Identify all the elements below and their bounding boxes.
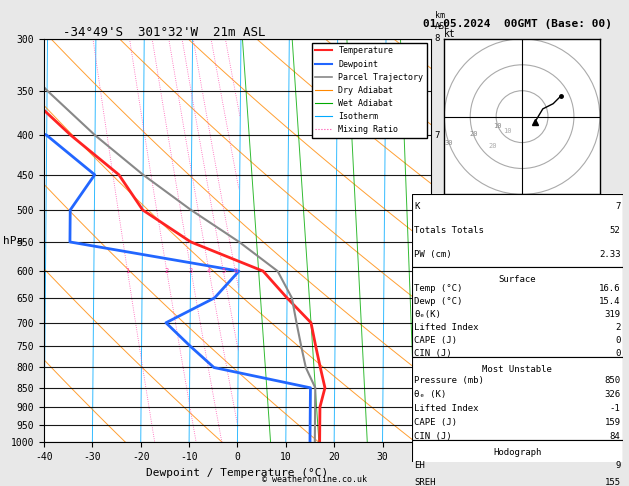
- Text: Most Unstable: Most Unstable: [482, 365, 552, 375]
- Text: Dewp (°C): Dewp (°C): [414, 297, 462, 306]
- Text: © weatheronline.co.uk: © weatheronline.co.uk: [262, 474, 367, 484]
- Text: |||: |||: [445, 294, 459, 302]
- Text: Lifted Index: Lifted Index: [414, 323, 479, 332]
- Text: |||: |||: [445, 318, 459, 327]
- Text: |||: |||: [445, 206, 459, 214]
- Text: CAPE (J): CAPE (J): [414, 418, 457, 427]
- Text: 4: 4: [207, 268, 211, 274]
- Bar: [412, 194, 623, 266]
- X-axis label: Dewpoint / Temperature (°C): Dewpoint / Temperature (°C): [147, 468, 328, 478]
- Text: LCL: LCL: [435, 438, 451, 447]
- Text: 319: 319: [604, 311, 621, 319]
- Text: 3: 3: [189, 268, 193, 274]
- Text: 8: 8: [435, 35, 440, 43]
- Text: kt: kt: [444, 29, 456, 39]
- Text: 155: 155: [604, 478, 621, 486]
- Text: Totals Totals: Totals Totals: [414, 226, 484, 235]
- Text: CAPE (J): CAPE (J): [414, 336, 457, 345]
- Text: 2: 2: [615, 323, 621, 332]
- Text: Mixing Ratio (g/kg): Mixing Ratio (g/kg): [457, 190, 466, 292]
- Text: 159: 159: [604, 418, 621, 427]
- Text: 326: 326: [604, 390, 621, 399]
- Text: 7: 7: [615, 202, 621, 211]
- Text: |||: |||: [445, 86, 459, 95]
- Text: hPa: hPa: [3, 236, 23, 245]
- Text: CIN (J): CIN (J): [414, 432, 452, 441]
- Text: -1: -1: [610, 404, 621, 413]
- Text: 850: 850: [604, 376, 621, 385]
- Text: K: K: [414, 202, 420, 211]
- Bar: [412, 358, 623, 440]
- Text: Pressure (mb): Pressure (mb): [414, 376, 484, 385]
- Text: 20: 20: [469, 131, 477, 138]
- Text: 6: 6: [233, 268, 237, 274]
- Text: |||: |||: [445, 383, 459, 392]
- Text: θₑ(K): θₑ(K): [414, 311, 441, 319]
- Text: 4: 4: [435, 267, 440, 276]
- Text: PW (cm): PW (cm): [414, 250, 452, 259]
- Text: 0: 0: [615, 336, 621, 345]
- Text: 16.6: 16.6: [599, 284, 621, 294]
- Text: |||: |||: [445, 402, 459, 412]
- Text: 1: 1: [435, 402, 440, 412]
- Text: 10: 10: [494, 122, 502, 128]
- Legend: Temperature, Dewpoint, Parcel Trajectory, Dry Adiabat, Wet Adiabat, Isotherm, Mi: Temperature, Dewpoint, Parcel Trajectory…: [312, 43, 426, 138]
- Text: 15.4: 15.4: [599, 297, 621, 306]
- Text: 7: 7: [435, 131, 440, 140]
- Text: SREH: SREH: [414, 478, 436, 486]
- Text: 0: 0: [615, 349, 621, 358]
- Text: Temp (°C): Temp (°C): [414, 284, 462, 294]
- Text: 6: 6: [435, 206, 440, 214]
- Text: EH: EH: [414, 461, 425, 470]
- Text: km
ASL: km ASL: [435, 11, 450, 31]
- Text: -34°49'S  301°32'W  21m ASL: -34°49'S 301°32'W 21m ASL: [64, 26, 266, 39]
- Bar: [412, 266, 623, 358]
- Text: 30: 30: [445, 140, 454, 146]
- Text: 1: 1: [125, 268, 130, 274]
- Text: |||: |||: [445, 420, 459, 430]
- Text: 3: 3: [435, 318, 440, 327]
- Text: 5: 5: [435, 238, 440, 246]
- Text: 5: 5: [221, 268, 225, 274]
- Text: 01.05.2024  00GMT (Base: 00): 01.05.2024 00GMT (Base: 00): [423, 19, 612, 30]
- Text: 2.33: 2.33: [599, 250, 621, 259]
- Text: CIN (J): CIN (J): [414, 349, 452, 358]
- Text: Surface: Surface: [499, 275, 536, 284]
- Text: |||: |||: [445, 131, 459, 140]
- Text: Lifted Index: Lifted Index: [414, 404, 479, 413]
- Bar: [412, 440, 623, 486]
- Text: 52: 52: [610, 226, 621, 235]
- Text: 10: 10: [503, 128, 511, 134]
- Text: 84: 84: [610, 432, 621, 441]
- Text: Hodograph: Hodograph: [493, 448, 542, 457]
- Text: 2: 2: [165, 268, 169, 274]
- Text: 9: 9: [615, 461, 621, 470]
- Text: 2: 2: [435, 363, 440, 372]
- Text: θₑ (K): θₑ (K): [414, 390, 447, 399]
- Text: 20: 20: [489, 143, 497, 149]
